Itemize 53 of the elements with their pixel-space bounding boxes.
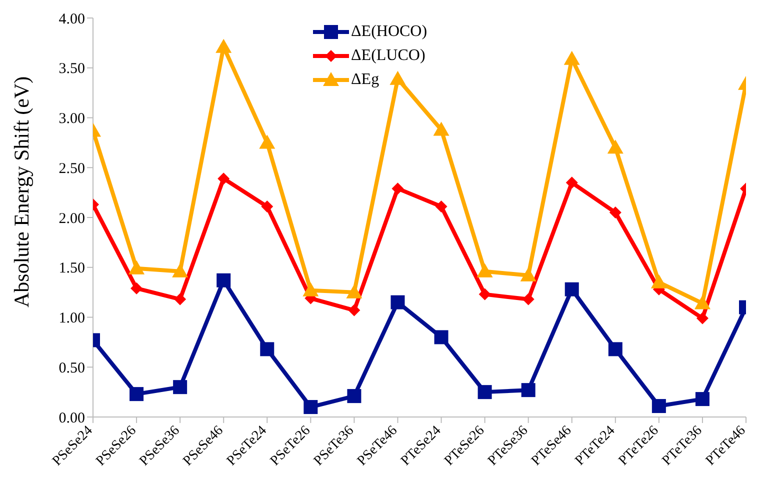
y-tick-label: 2.00 — [58, 210, 85, 227]
point — [302, 282, 319, 296]
y-tick-label: 3.00 — [58, 111, 85, 128]
point — [433, 122, 450, 136]
point — [608, 342, 622, 356]
point — [216, 38, 232, 53]
point — [259, 134, 276, 149]
legend-label: ΔEg — [351, 71, 380, 89]
point — [261, 200, 274, 213]
point — [520, 267, 536, 282]
point — [476, 263, 493, 278]
point — [566, 176, 578, 189]
point — [392, 182, 404, 195]
point — [650, 274, 667, 288]
y-axis-title: Absolute Energy Shift (eV) — [9, 76, 34, 308]
point — [478, 288, 491, 300]
y-tick-label: 1.50 — [58, 260, 85, 277]
y-tick-label: 2.50 — [58, 160, 85, 177]
point — [216, 273, 231, 288]
point — [174, 293, 186, 306]
point — [478, 385, 492, 400]
legend-label: ΔE(LUCO) — [351, 47, 426, 65]
legend-label: ΔE(HOCO) — [351, 23, 428, 41]
point — [695, 392, 710, 406]
y-tick-label: 0.00 — [58, 410, 85, 426]
point — [652, 399, 666, 414]
point — [390, 70, 406, 85]
point — [522, 293, 534, 306]
point — [390, 295, 405, 310]
y-tick-label: 0.50 — [58, 360, 85, 376]
point — [130, 282, 143, 294]
point — [346, 284, 362, 298]
point — [564, 50, 580, 65]
point — [128, 260, 145, 274]
point — [434, 330, 448, 344]
point — [435, 200, 448, 213]
point — [348, 304, 360, 316]
y-tick-label: 4.00 — [58, 11, 85, 28]
point — [130, 387, 144, 402]
point — [304, 400, 318, 414]
point — [609, 206, 622, 219]
point — [347, 389, 362, 404]
point — [521, 383, 536, 398]
y-tick-label: 1.00 — [58, 310, 85, 327]
point — [218, 172, 230, 185]
point — [696, 312, 708, 324]
point — [172, 263, 188, 278]
point — [260, 342, 274, 356]
point — [694, 295, 710, 310]
point — [564, 282, 579, 296]
y-tick-label: 3.50 — [58, 61, 85, 78]
point — [173, 380, 188, 394]
point — [607, 140, 624, 154]
